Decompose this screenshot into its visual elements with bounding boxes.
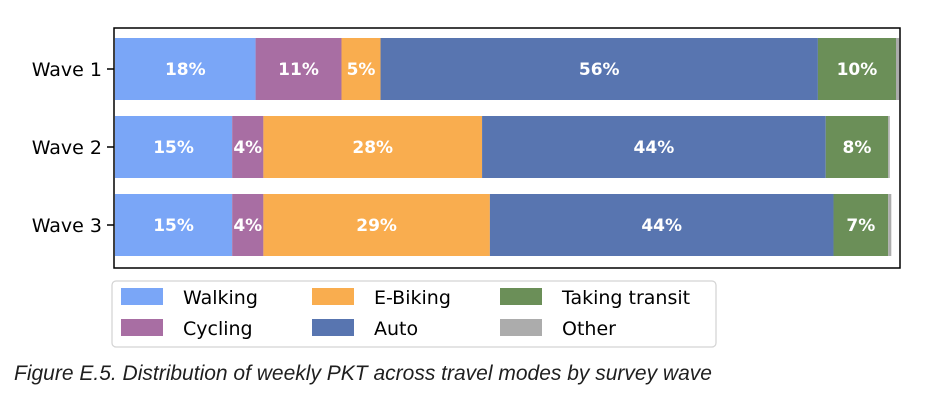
bar-segment-taking-transit-wave-1: [817, 38, 896, 100]
bar-segment-auto-wave-2: [482, 116, 826, 178]
bar-segment-auto-wave-3: [489, 194, 834, 256]
y-tick-label-wave-3: Wave 3: [32, 215, 102, 237]
data-label-auto-wave-1: 56%: [579, 60, 620, 80]
figure-caption: Figure E.5. Distribution of weekly PKT a…: [14, 362, 712, 385]
legend-label-other: Other: [562, 318, 616, 340]
bar-segment-other-wave-2: [888, 116, 890, 178]
legend-swatch-cycling: [121, 319, 163, 336]
data-label-auto-wave-2: 44%: [634, 138, 675, 158]
legend-label-taking-transit: Taking transit: [561, 287, 690, 309]
data-labels-layer: 18% 11% 5% 56% 10% 15% 4% 28% 44% 8% 15% 4% 29% 44% 7%: [153, 60, 877, 236]
bar-segment-walking-wave-1: [115, 38, 256, 100]
legend-swatch-e-biking: [312, 288, 354, 305]
data-label-e-biking-wave-2: 28%: [352, 138, 393, 158]
data-label-cycling-wave-3: 4%: [233, 216, 262, 236]
data-label-walking-wave-3: 15%: [153, 216, 194, 236]
bar-segment-e-biking-wave-1: [341, 38, 381, 100]
bar-segment-taking-transit-wave-3: [833, 194, 889, 256]
legend-frame: [111, 280, 717, 348]
bar-segment-taking-transit-wave-2: [825, 116, 889, 178]
data-label-cycling-wave-1: 11%: [278, 60, 319, 80]
data-label-taking-transit-wave-3: 7%: [846, 216, 875, 236]
legend: Walking Cycling E-Biking Auto Taking transit…: [111, 280, 717, 348]
bar-segment-other-wave-1: [896, 38, 900, 100]
legend-swatch-walking: [121, 288, 163, 305]
legend-label-walking: Walking: [183, 287, 258, 309]
bar-segment-walking-wave-2: [115, 116, 233, 178]
y-tick-label-wave-1: Wave 1: [32, 59, 102, 81]
plot-frame: [113, 27, 901, 269]
bar-segment-walking-wave-3: [115, 194, 233, 256]
bar-segment-e-biking-wave-3: [263, 194, 490, 256]
bar-segment-other-wave-3: [888, 194, 892, 256]
bar-segment-cycling-wave-1: [255, 38, 342, 100]
bar-segment-auto-wave-1: [380, 38, 818, 100]
data-label-walking-wave-2: 15%: [153, 138, 194, 158]
data-label-cycling-wave-2: 4%: [233, 138, 262, 158]
legend-label-e-biking: E-Biking: [374, 287, 451, 309]
bar-segment-e-biking-wave-2: [263, 116, 483, 178]
stacked-bar-chart: 18% 11% 5% 56% 10% 15% 4% 28% 44% 8% 15% 4% 29% 44% 7%…: [32, 27, 901, 348]
bars-layer: [115, 38, 900, 256]
bar-segment-cycling-wave-3: [232, 194, 264, 256]
legend-label-auto: Auto: [374, 318, 418, 340]
data-label-e-biking-wave-1: 5%: [347, 60, 376, 80]
data-label-taking-transit-wave-2: 8%: [843, 138, 872, 158]
y-axis: Wave 1 Wave 2 Wave 3: [32, 59, 114, 237]
legend-swatch-other: [500, 319, 542, 336]
legend-swatch-auto: [312, 319, 354, 336]
bar-segment-cycling-wave-2: [232, 116, 264, 178]
data-label-auto-wave-3: 44%: [641, 216, 682, 236]
legend-label-cycling: Cycling: [183, 318, 253, 340]
data-label-e-biking-wave-3: 29%: [356, 216, 397, 236]
data-label-taking-transit-wave-1: 10%: [837, 60, 878, 80]
data-label-walking-wave-1: 18%: [165, 60, 206, 80]
y-tick-label-wave-2: Wave 2: [32, 137, 102, 159]
legend-swatch-taking-transit: [500, 288, 542, 305]
